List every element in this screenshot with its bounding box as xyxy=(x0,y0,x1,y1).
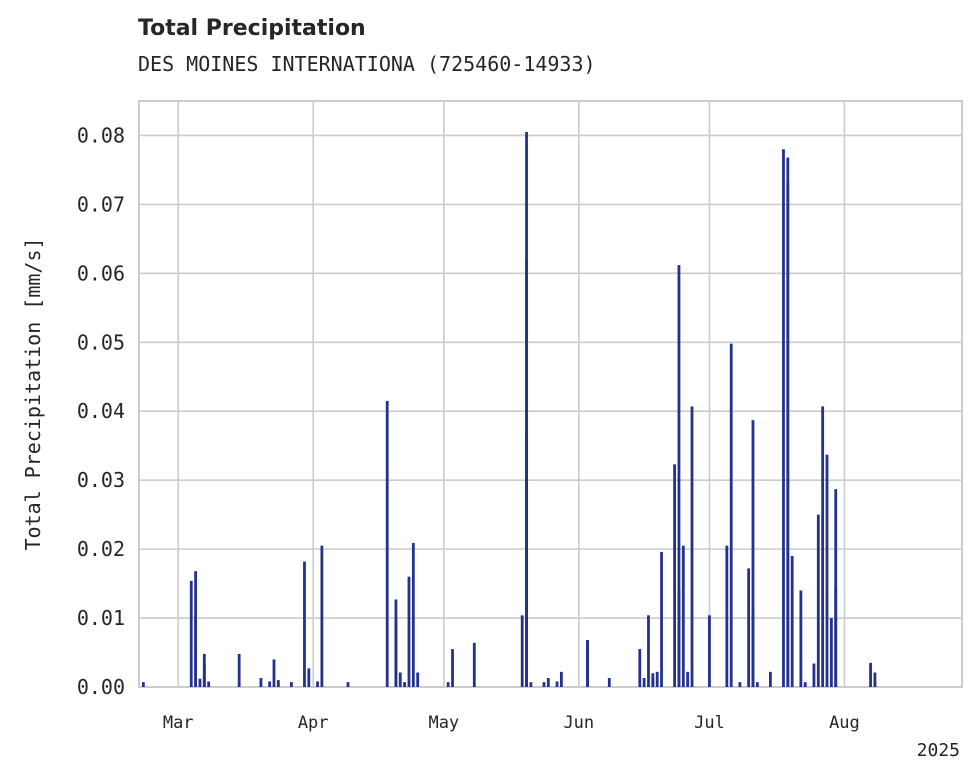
precip-bar xyxy=(403,682,407,687)
precip-bar xyxy=(660,551,663,687)
precip-bar xyxy=(738,682,742,687)
precip-bar xyxy=(638,649,642,687)
precip-bar xyxy=(751,609,755,687)
precip-bar xyxy=(555,681,559,687)
precip-bar xyxy=(202,653,206,687)
x-tick-label: Jun xyxy=(563,713,594,733)
precip-bar xyxy=(141,682,145,687)
precip-bar xyxy=(829,618,833,687)
precip-bar xyxy=(786,157,790,687)
precip-bar xyxy=(803,682,807,687)
x-tick-label: Aug xyxy=(829,713,860,733)
x-tick-label: Mar xyxy=(163,713,194,733)
precip-bar xyxy=(198,678,202,687)
x-axis-year-label: 2025 xyxy=(917,740,960,761)
precip-bar xyxy=(812,663,816,687)
x-axis: Mar Apr May Jun Jul Aug xyxy=(163,713,860,733)
precip-bar xyxy=(799,590,803,687)
precip-bar xyxy=(834,587,838,687)
y-tick-label: 0.00 xyxy=(77,675,125,699)
grid xyxy=(139,101,962,688)
precip-bar xyxy=(303,561,306,687)
precip-bar xyxy=(472,642,476,687)
precip-bar xyxy=(690,406,694,687)
precip-bar xyxy=(407,576,411,687)
precip-bar xyxy=(207,681,211,687)
precip-bar xyxy=(307,668,311,687)
precip-bar xyxy=(259,678,263,687)
precip-bar xyxy=(647,615,650,687)
precip-bar xyxy=(686,671,690,687)
precip-bar xyxy=(751,420,755,687)
precip-bar xyxy=(320,545,324,687)
precip-bar xyxy=(394,618,398,687)
precip-bar xyxy=(542,682,546,687)
precip-bar xyxy=(451,649,454,687)
precip-bar xyxy=(586,640,589,687)
precip-bar xyxy=(708,615,711,687)
y-tick-label: 0.08 xyxy=(77,123,125,147)
precip-bar xyxy=(346,682,350,687)
precip-bar xyxy=(873,682,877,687)
precip-bar xyxy=(677,265,681,687)
precip-bar xyxy=(655,671,659,687)
bars xyxy=(141,132,877,687)
precip-bar xyxy=(446,682,450,687)
precip-bar xyxy=(729,343,733,687)
x-tick-label: Jul xyxy=(694,713,725,733)
precip-bar xyxy=(189,580,193,687)
precip-bar xyxy=(559,671,563,687)
precip-bar xyxy=(825,454,829,687)
y-axis-label: Total Precipitation [mm/s] xyxy=(21,237,45,550)
precip-bar xyxy=(725,545,729,687)
chart-title: Total Precipitation xyxy=(138,16,366,41)
precip-bar xyxy=(398,672,402,687)
precip-bar xyxy=(673,464,676,687)
precip-bar xyxy=(769,671,772,687)
x-tick-label: Apr xyxy=(298,713,329,733)
precip-bar xyxy=(747,568,751,687)
precip-bar xyxy=(194,615,198,687)
chart-subtitle: DES MOINES INTERNATIONA (725460-14933) xyxy=(138,52,596,76)
x-tick-label: May xyxy=(428,713,459,733)
y-tick-label: 0.05 xyxy=(77,330,125,354)
precip-bar xyxy=(237,653,241,687)
y-tick-label: 0.04 xyxy=(77,399,125,423)
y-tick-label: 0.01 xyxy=(77,606,125,630)
y-tick-label: 0.06 xyxy=(77,261,125,285)
precip-bar xyxy=(755,682,759,687)
precip-bar xyxy=(525,132,528,687)
precip-bar xyxy=(385,400,389,687)
precip-bar xyxy=(529,682,533,687)
y-tick-label: 0.03 xyxy=(77,468,125,492)
precip-bar xyxy=(316,681,319,687)
precip-bar xyxy=(546,678,550,687)
y-tick-label: 0.02 xyxy=(77,537,125,561)
precip-bar xyxy=(651,678,655,687)
precip-bar xyxy=(276,680,280,687)
precip-bar xyxy=(416,672,420,687)
precip-bar xyxy=(790,556,794,687)
y-axis: 0.00 0.01 0.02 0.03 0.04 0.05 0.06 0.07 0.08 xyxy=(77,123,125,699)
precip-bar xyxy=(272,659,276,687)
precip-bar xyxy=(290,682,293,687)
precip-bar xyxy=(869,662,872,687)
precip-bar xyxy=(525,435,528,687)
plot-frame xyxy=(138,100,963,688)
precip-bar xyxy=(873,672,877,687)
y-tick-label: 0.07 xyxy=(77,192,125,216)
precip-bar xyxy=(268,681,272,687)
precip-bar xyxy=(821,406,825,687)
precip-bar xyxy=(816,514,820,687)
precip-bar xyxy=(782,149,785,687)
precip-bar xyxy=(642,678,646,687)
precip-bar xyxy=(681,545,685,687)
precip-bar xyxy=(520,615,524,687)
precip-bar xyxy=(607,678,611,687)
precip-bar xyxy=(411,542,415,687)
